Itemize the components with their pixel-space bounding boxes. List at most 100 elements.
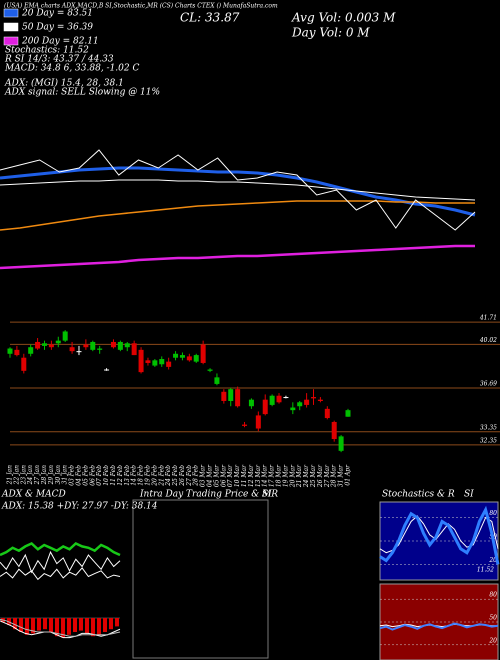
candle-body [48, 344, 54, 348]
candle-body [228, 389, 234, 401]
x-tick-label: 18 Feb [138, 465, 145, 486]
y-tick-label: 80 [489, 510, 497, 517]
bar [61, 618, 65, 638]
candle-body [21, 357, 27, 371]
candle-body [290, 407, 296, 411]
bar [49, 618, 53, 632]
x-tick-label: 24 Mar [303, 464, 310, 488]
bar [109, 618, 113, 630]
x-tick-label: 26 Mar [317, 464, 324, 488]
x-tick-label: 07 Mar [227, 464, 234, 487]
bar [25, 618, 29, 635]
candle-body [138, 349, 144, 373]
series-line [0, 550, 121, 574]
bar [73, 618, 77, 632]
bar [43, 618, 47, 630]
x-tick-label: 11 Feb [110, 465, 117, 486]
x-tick-label: 19 Feb [144, 465, 151, 486]
candle-body [7, 348, 13, 354]
x-tick-label: 24 Jan [27, 465, 34, 486]
x-tick-label: 17 Mar [269, 464, 276, 487]
candle-body [69, 347, 75, 352]
y-tick-label: 20 [488, 557, 497, 564]
x-tick-label: 11 Mar [241, 464, 248, 487]
candle-body [200, 344, 206, 363]
legend-label: 50 Day = 36.39 [22, 23, 93, 33]
page-title: (USA) EMA charts ADX,MACD,B SI,Stochasti… [4, 3, 278, 10]
candle-body [235, 389, 241, 407]
avg-volume: Avg Vol: 0.003 M [291, 11, 396, 25]
candle-body [214, 377, 220, 384]
panel-subtitle: SI [262, 490, 272, 500]
close-price: CL: 33.87 [180, 11, 240, 25]
series-line [0, 166, 476, 217]
stat-line: ADX: (MGI) 15.4, 28, 38.1 [4, 78, 124, 89]
panel-subtitle: SI [464, 490, 474, 500]
candle-body [124, 343, 130, 348]
x-tick-label: 21 Mar [296, 464, 303, 488]
x-tick-label: 06 Mar [220, 464, 227, 487]
legend-swatch [3, 36, 19, 46]
x-tick-label: 20 Mar [289, 464, 296, 488]
series-line [0, 542, 121, 557]
candle-body [62, 331, 68, 341]
x-tick-label: 24 Feb [165, 465, 172, 487]
candle-body [317, 399, 323, 401]
x-tick-label: 03 Feb [69, 465, 76, 486]
x-tick-label: 04 Feb [75, 465, 82, 486]
candle-body [242, 424, 248, 426]
y-tick-label: 50 [489, 615, 497, 622]
x-tick-label: 07 Feb [96, 465, 103, 486]
x-tick-label: 30 Jan [55, 465, 62, 485]
x-tick-label: 28 Jan [41, 465, 48, 486]
y-tick-label: 20 [488, 637, 497, 644]
x-tick-label: 29 Jan [48, 465, 55, 486]
candle-body [55, 340, 61, 344]
candle-body [186, 356, 192, 361]
y-tick-label: 32.35 [480, 437, 497, 444]
x-tick-label: 05 Feb [82, 465, 89, 486]
bar [103, 618, 107, 632]
candle-body [248, 399, 254, 407]
panel-title: ADX & MACD [1, 490, 66, 500]
candle-body [331, 421, 337, 440]
bar [37, 618, 41, 631]
candle-body [14, 349, 20, 356]
candle-body [159, 359, 165, 365]
x-tick-label: 21 Feb [158, 465, 165, 487]
stat-line: MACD: 34.8 6, 33.88, -1.02 C [4, 64, 139, 74]
x-tick-label: 31 Mar [338, 464, 345, 487]
panel-title: Stochastics & R [382, 490, 455, 500]
x-tick-label: 28 Feb [193, 465, 200, 487]
series-line [0, 244, 475, 270]
candle-body [41, 343, 47, 346]
candle-body [255, 415, 261, 429]
y-tick-label: 41.71 [479, 315, 497, 322]
intraday-panel [132, 499, 269, 659]
x-tick-label: 28 Mar [331, 464, 338, 488]
x-tick-label: 25 Feb [172, 465, 179, 487]
x-tick-label: 12 Feb [117, 465, 124, 486]
x-tick-label: 05 Mar [213, 464, 220, 487]
x-tick-label: 21 Jan [7, 465, 14, 486]
candle-body [262, 399, 268, 415]
bar [67, 618, 71, 635]
x-tick-label: 10 Feb [103, 465, 110, 486]
candle-body [35, 341, 41, 349]
stat-line: Stochastics: 11.52 [5, 46, 89, 56]
legend-swatch [3, 22, 19, 32]
day-volume: Day Vol: 0 M [291, 26, 370, 40]
series-line [0, 200, 475, 231]
candle-body [97, 348, 103, 350]
x-tick-label: 14 Feb [131, 465, 138, 486]
x-tick-label: 23 Jan [20, 465, 27, 486]
legend-label: 200 Day = 82.11 [21, 37, 99, 47]
stat-line: R SI 14/3: 43.37 / 44.33 [4, 55, 114, 65]
x-tick-label: 22 Jan [13, 465, 20, 486]
x-tick-label: 19 Mar [282, 464, 289, 487]
x-tick-label: 10 Mar [234, 464, 241, 487]
candle-body [297, 402, 303, 407]
legend-label: 20 Day = 83.51 [21, 9, 93, 19]
candle-body [145, 360, 151, 363]
stat-line: ADX signal: SELL Slowing @ 11% [4, 88, 160, 98]
